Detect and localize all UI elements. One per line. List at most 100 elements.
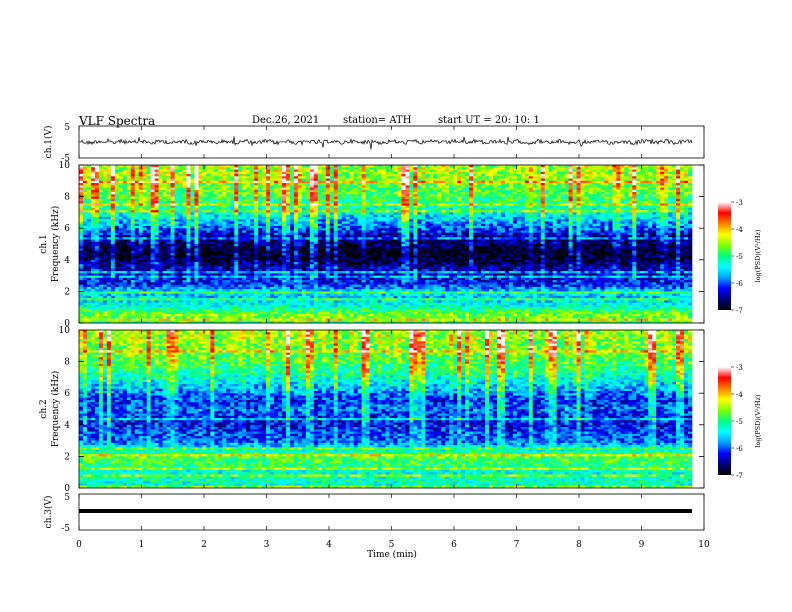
spectrogram-cell	[206, 172, 210, 175]
spectrogram-cell	[545, 199, 549, 202]
spectrogram-cell	[103, 212, 107, 215]
spectrogram-cell	[469, 197, 473, 200]
spectrogram-cell	[254, 233, 258, 236]
spectrogram-cell	[401, 181, 405, 184]
spectrogram-cell	[652, 208, 656, 211]
spectrogram-cell	[537, 208, 541, 211]
spectrogram-cell	[382, 212, 386, 215]
spectrogram-cell	[374, 206, 378, 209]
spectrogram-cell	[290, 188, 294, 191]
spectrogram-cell	[612, 181, 616, 184]
spectrogram-cell	[557, 228, 561, 231]
spectrogram-cell	[163, 212, 167, 215]
spectrogram-cell	[664, 210, 668, 213]
spectrogram-cell	[473, 208, 477, 211]
spectrogram-cell	[206, 179, 210, 182]
spectrogram-cell	[250, 215, 254, 218]
spectrogram-cell	[147, 199, 151, 202]
spectrogram-cell	[294, 217, 298, 220]
spectrogram-cell	[366, 235, 370, 238]
spectrogram-cell	[596, 179, 600, 182]
spectrogram-cell	[366, 188, 370, 191]
spectrogram-cell	[501, 174, 505, 177]
spectrogram-cell	[374, 194, 378, 197]
spectrogram-cell	[672, 217, 676, 220]
spectrogram-cell	[115, 179, 119, 182]
spectrogram-cell	[131, 174, 135, 177]
spectrogram-cell	[218, 221, 222, 224]
spectrogram-cell	[676, 167, 680, 170]
spectrogram-cell	[282, 224, 286, 227]
spectrogram-cell	[545, 179, 549, 182]
spectrogram-cell	[171, 208, 175, 211]
spectrogram-cell	[226, 208, 230, 211]
spectrogram-cell	[565, 226, 569, 229]
spectrogram-cell	[461, 208, 465, 211]
spectrogram-cell	[346, 217, 350, 220]
spectrogram-cell	[393, 203, 397, 206]
spectrogram-cell	[640, 190, 644, 193]
spectrogram-cell	[286, 206, 290, 209]
spectrogram-cell	[441, 172, 445, 175]
spectrogram-cell	[413, 233, 417, 236]
spectrogram-cell	[222, 185, 226, 188]
spectrogram-cell	[537, 203, 541, 206]
spectrogram-cell	[326, 197, 330, 200]
spectrogram-cell	[405, 199, 409, 202]
spectrogram-cell	[342, 188, 346, 191]
spectrogram-cell	[632, 174, 636, 177]
spectrogram-cell	[624, 192, 628, 195]
spectrogram-cell	[644, 221, 648, 224]
spectrogram-cell	[362, 217, 366, 220]
spectrogram-cell	[569, 233, 573, 236]
spectrogram-cell	[596, 212, 600, 215]
spectrogram-cell	[644, 179, 648, 182]
spectrogram-cell	[652, 174, 656, 177]
spectrogram-cell	[608, 217, 612, 220]
spectrogram-cell	[127, 233, 131, 236]
spectrogram-cell	[389, 226, 393, 229]
spectrogram-cell	[163, 221, 167, 224]
spectrogram-cell	[214, 212, 218, 215]
spectrogram-cell	[278, 203, 282, 206]
spectrogram-cell	[95, 188, 99, 191]
spectrogram-cell	[481, 181, 485, 184]
spectrogram-cell	[111, 210, 115, 213]
spectrogram-cell	[620, 188, 624, 191]
spectrogram-cell	[541, 176, 545, 179]
spectrogram-cell	[310, 212, 314, 215]
spectrogram-cell	[549, 219, 553, 222]
spectrogram-cell	[445, 185, 449, 188]
spectrogram-cell	[274, 228, 278, 231]
spectrogram-cell	[632, 224, 636, 227]
spectrogram-cell	[457, 181, 461, 184]
spectrogram-cell	[644, 230, 648, 233]
spectrogram-cell	[330, 235, 334, 238]
spectrogram-cell	[441, 203, 445, 206]
spectrogram-cell	[326, 212, 330, 215]
spectrogram-cell	[493, 183, 497, 186]
spectrogram-cell	[250, 230, 254, 233]
spectrogram-cell	[282, 170, 286, 173]
spectrogram-cell	[242, 219, 246, 222]
spectrogram-cell	[151, 167, 155, 170]
spectrogram-cell	[489, 201, 493, 204]
spectrogram-cell	[453, 174, 457, 177]
spectrogram-cell	[179, 208, 183, 211]
spectrogram-cell	[577, 190, 581, 193]
spectrogram-cell	[143, 174, 147, 177]
spectrogram-cell	[186, 181, 190, 184]
spectrogram-cell	[83, 199, 87, 202]
spectrogram-cell	[557, 194, 561, 197]
spectrogram-cell	[242, 183, 246, 186]
spectrogram-cell	[600, 199, 604, 202]
spectrogram-cell	[660, 167, 664, 170]
spectrogram-cell	[362, 233, 366, 236]
spectrogram-cell	[290, 201, 294, 204]
spectrogram-cell	[151, 217, 155, 220]
spectrogram-cell	[135, 203, 139, 206]
spectrogram-cell	[501, 210, 505, 213]
spectrogram-cell	[501, 219, 505, 222]
spectrogram-cell	[449, 179, 453, 182]
spectrogram-cell	[210, 221, 214, 224]
